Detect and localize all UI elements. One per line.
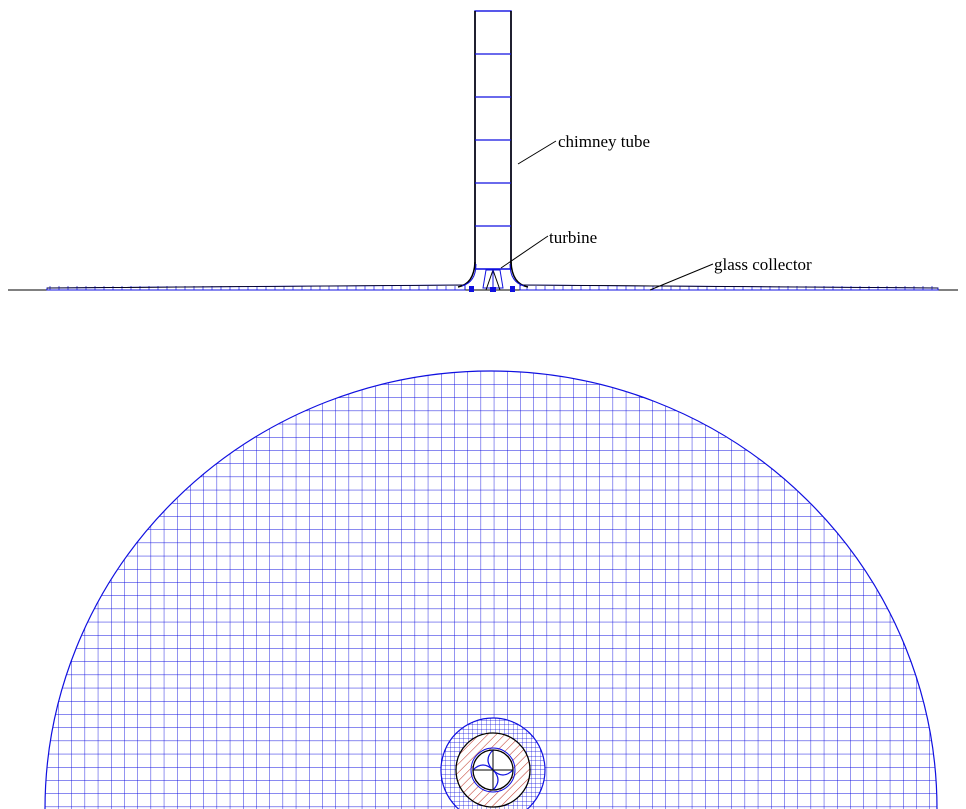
collector-label: glass collector [714,255,812,274]
collector-leader-line [649,263,714,291]
collector-mesh [46,284,939,291]
turbine-blades [482,269,504,291]
turbine-label: turbine [549,228,597,247]
collector-disk-outline [44,370,938,809]
chimney-base [457,261,529,292]
turbine-rotor-blades [472,749,514,791]
turbine-leader-line [500,235,549,269]
chimney-leader-line [517,140,557,165]
chimney-tube [474,10,512,270]
top-view [44,370,938,809]
side-view: chimney tube turbine glass collector [8,10,958,292]
chimney-label: chimney tube [558,132,650,151]
